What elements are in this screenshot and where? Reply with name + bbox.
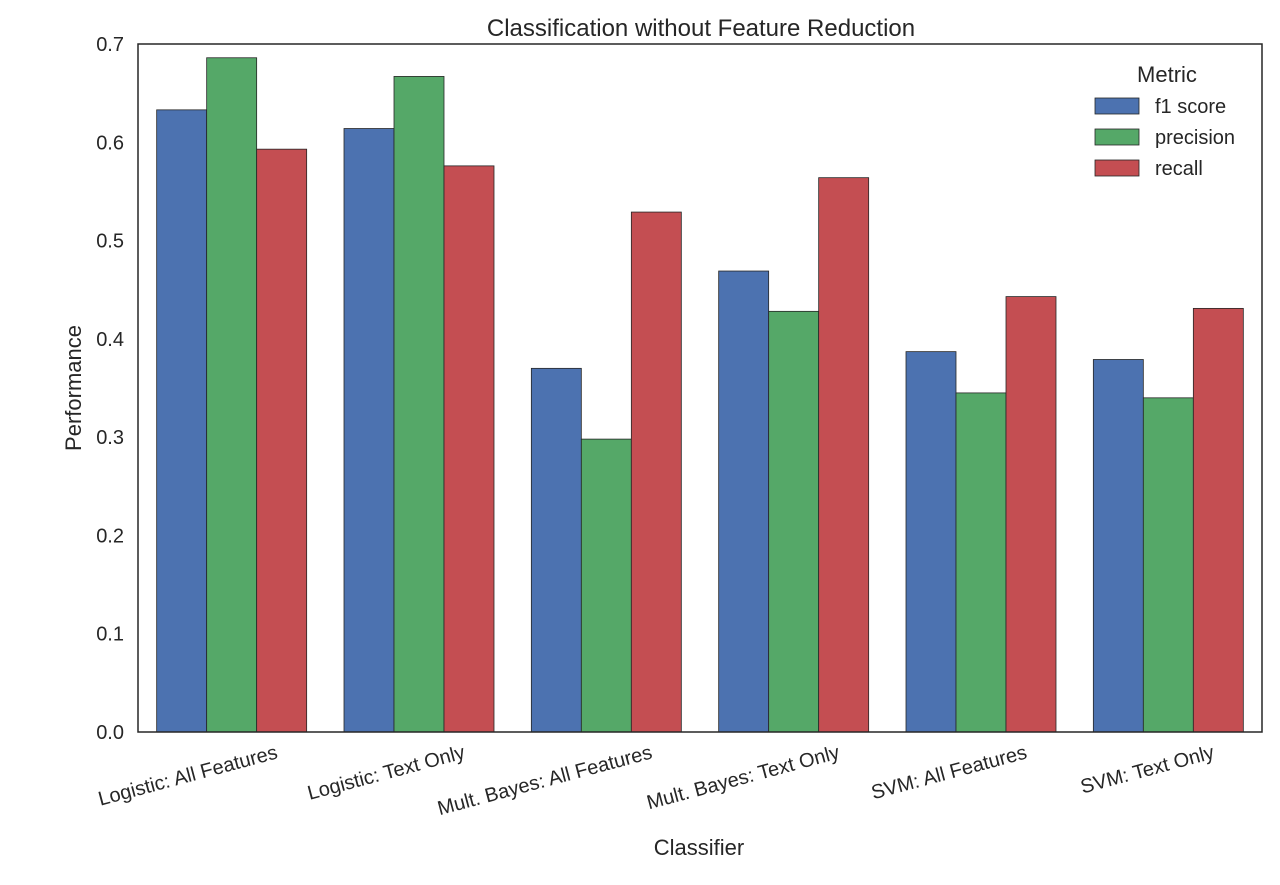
bar-precision-4 — [955, 392, 1007, 733]
y-tick-label: 0.6 — [96, 132, 124, 154]
x-tick-label: SVM: Text Only — [1078, 742, 1216, 799]
legend-swatch-recall — [1094, 159, 1140, 177]
x-tick-label: Logistic: Text Only — [305, 742, 467, 805]
y-tick-label: 0.7 — [96, 34, 124, 56]
bar-precision-3 — [768, 310, 820, 733]
y-axis-label: Performance — [61, 325, 86, 451]
legend-swatch-precision — [1094, 128, 1140, 146]
bar-f1-score-2 — [530, 367, 582, 733]
x-tick-label: Mult. Bayes: All Features — [435, 742, 654, 821]
bar-f1-score-4 — [905, 351, 957, 733]
legend-title: Metric — [1137, 62, 1197, 87]
legend-label-recall: recall — [1155, 158, 1203, 180]
bar-f1-score-3 — [718, 270, 770, 733]
y-tick-labels: 0.0 0.1 0.2 0.3 0.4 0.5 0.6 0.7 — [96, 34, 124, 744]
x-tick-label: Logistic: All Features — [96, 742, 280, 811]
legend-label-f1-score: f1 score — [1155, 96, 1226, 118]
bar-recall-0 — [256, 148, 308, 733]
y-tick-label: 0.5 — [96, 231, 124, 253]
y-tick-label: 0.2 — [96, 525, 124, 547]
y-tick-label: 0.0 — [96, 722, 124, 744]
y-tick-label: 0.1 — [96, 624, 124, 646]
legend-swatch-f1-score — [1094, 97, 1140, 115]
bar-recall-3 — [818, 177, 870, 733]
bar-precision-2 — [580, 438, 632, 733]
x-tick-label: Mult. Bayes: Text Only — [644, 742, 842, 815]
legend-label-precision: precision — [1155, 127, 1235, 149]
bar-recall-5 — [1192, 307, 1244, 733]
y-tick-label: 0.3 — [96, 427, 124, 449]
bar-recall-1 — [443, 165, 495, 733]
y-tick-label: 0.4 — [96, 329, 124, 351]
bar-f1-score-1 — [343, 128, 395, 733]
legend: Metric f1 score precision recall — [1094, 62, 1235, 180]
bar-recall-4 — [1005, 296, 1057, 733]
plot-frame — [137, 43, 1263, 733]
bar-precision-5 — [1142, 397, 1194, 733]
bar-precision-0 — [206, 57, 258, 733]
bar-f1-score-0 — [156, 109, 208, 733]
bar-f1-score-5 — [1092, 359, 1144, 733]
x-axis-label: Classifier — [654, 835, 744, 860]
bars-layer — [156, 57, 1244, 733]
bar-precision-1 — [393, 76, 445, 733]
chart-title: Classification without Feature Reduction — [487, 15, 915, 42]
x-tick-label: SVM: All Features — [869, 742, 1029, 805]
bar-recall-2 — [630, 211, 682, 733]
x-tick-labels: Logistic: All Features Logistic: Text Onl… — [96, 742, 1217, 821]
